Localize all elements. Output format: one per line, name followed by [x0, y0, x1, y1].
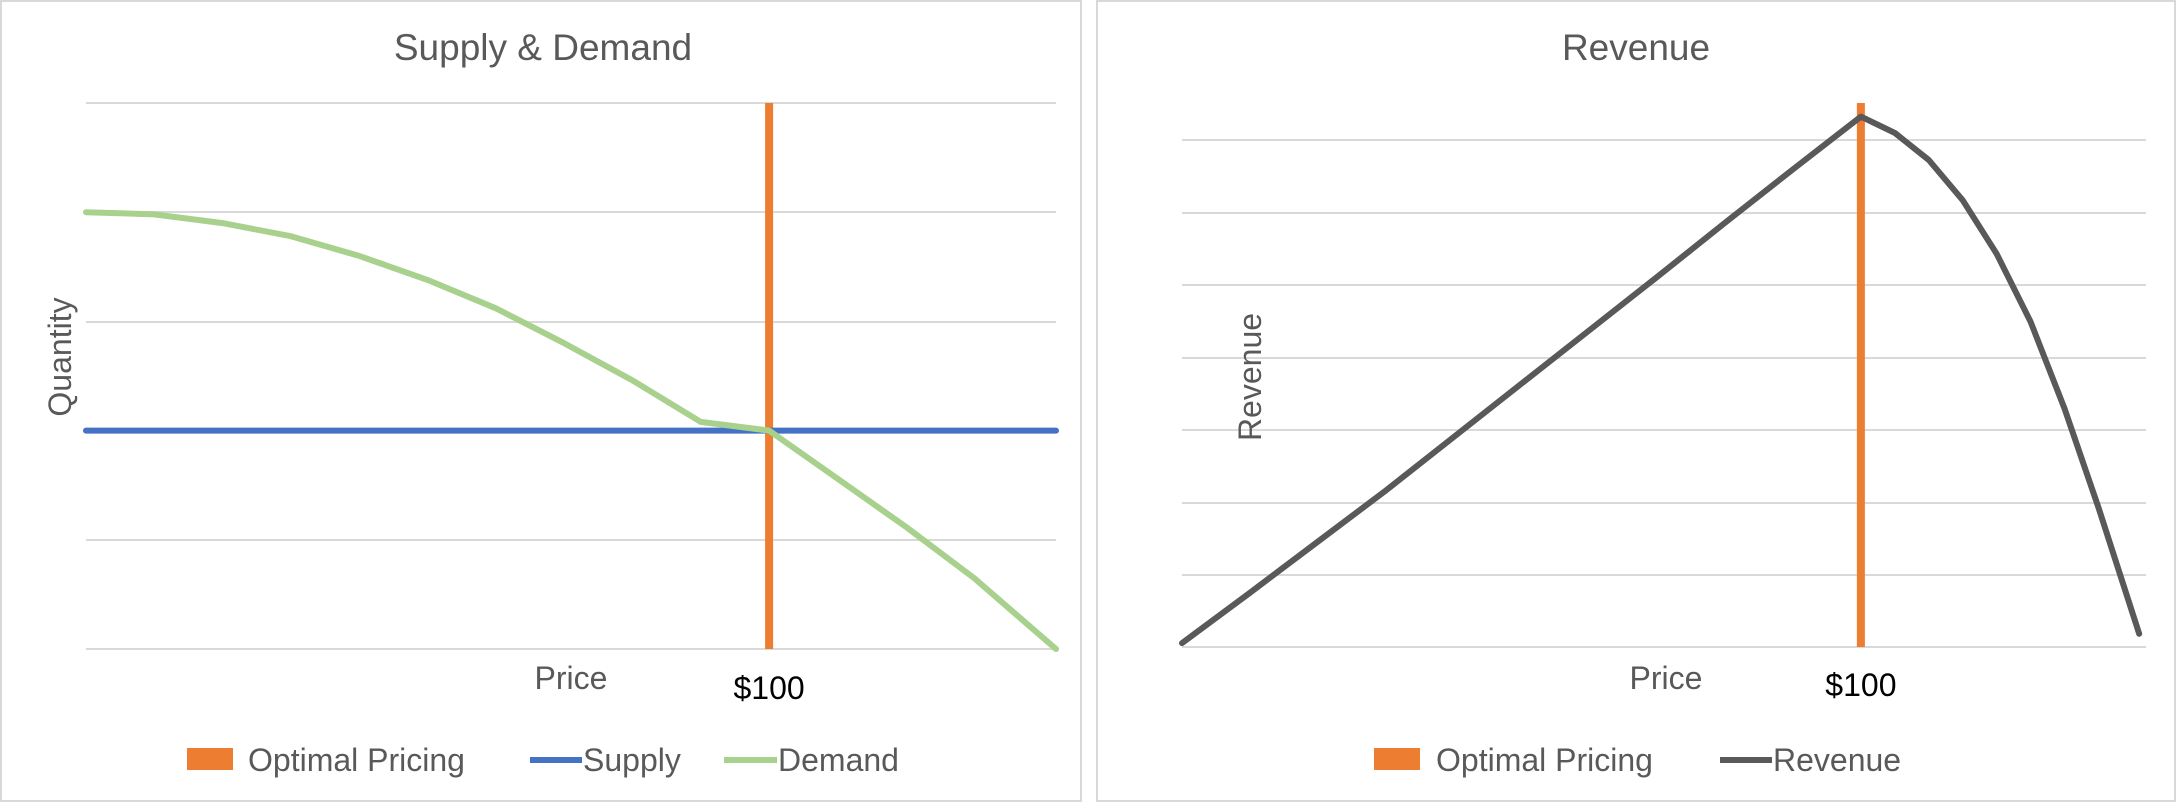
x-axis-title: Price: [535, 660, 608, 696]
revenue-chart: Revenue Revenue Price $100 Optimal Prici…: [1179, 27, 2146, 778]
x-axis-title: Price: [1630, 660, 1703, 696]
chart-title: Revenue: [1562, 27, 1710, 68]
y-axis-title: Quantity: [42, 297, 78, 416]
legend-label-optimal-pricing: Optimal Pricing: [1436, 742, 1653, 778]
gridlines: [86, 102, 1056, 650]
gridlines: [1182, 139, 2146, 648]
legend-label-demand: Demand: [778, 742, 899, 778]
legend-label-supply: Supply: [583, 742, 681, 778]
legend: Optimal Pricing Revenue: [1374, 742, 1901, 778]
legend-swatch-optimal-pricing: [187, 748, 233, 770]
legend-label-optimal-pricing: Optimal Pricing: [248, 742, 465, 778]
x-tick-label: $100: [734, 670, 805, 706]
demand-series-line: [83, 209, 1059, 652]
chart-title: Supply & Demand: [394, 27, 692, 68]
supply-demand-chart: Supply & Demand Quantity Price $100 Opti…: [42, 27, 1059, 778]
y-axis-title: Revenue: [1232, 313, 1268, 441]
supply-demand-chart-panel: Supply & Demand Quantity Price $100 Opti…: [0, 0, 1082, 802]
legend: Optimal Pricing Supply Demand: [187, 742, 899, 778]
revenue-chart-panel: Revenue Revenue Price $100 Optimal Prici…: [1096, 0, 2176, 802]
legend-label-revenue: Revenue: [1773, 742, 1901, 778]
legend-swatch-optimal-pricing: [1374, 748, 1420, 770]
revenue-series-line: [1179, 113, 2143, 647]
plot-area: [83, 103, 1059, 652]
x-tick-label: $100: [1825, 667, 1896, 703]
plot-area: [1179, 103, 2143, 647]
